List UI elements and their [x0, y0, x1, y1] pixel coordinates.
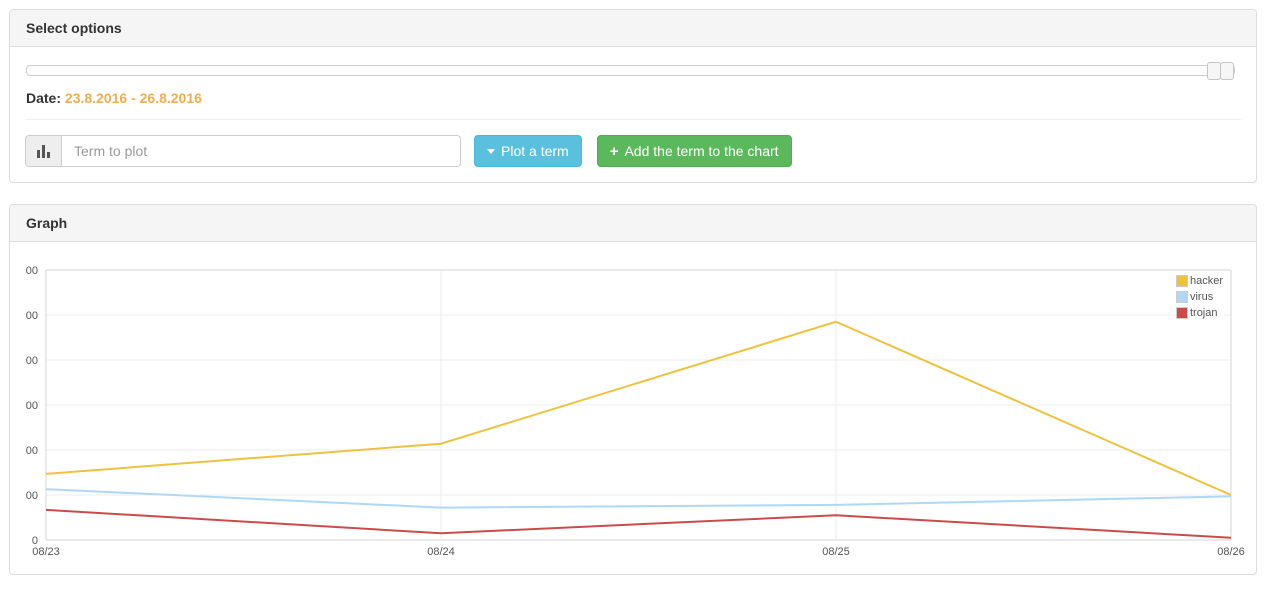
graph-panel: Graph 0 100 200 300 400 500 600 08/23 08/24 08/25… — [9, 204, 1257, 575]
add-term-button-label: Add the term to the chart — [624, 143, 779, 159]
plot-term-button[interactable]: Plot a term — [474, 135, 582, 167]
date-label: Date: — [26, 90, 62, 106]
legend-swatch-trojan — [1175, 307, 1188, 319]
legend-swatch-virus — [1175, 291, 1188, 303]
chart-legend: hacker virus trojan — [1175, 273, 1223, 321]
x-tick-label: 08/24 — [427, 546, 455, 558]
plot-term-button-label: Plot a term — [501, 143, 569, 159]
legend-swatch-hacker — [1175, 275, 1188, 287]
slider-handle-end[interactable] — [1220, 62, 1234, 80]
y-tick-label: 200 — [26, 445, 38, 457]
line-chart: 010020030040050060008/2308/2408/2508/26 … — [20, 257, 1246, 559]
select-options-header: Select options — [10, 10, 1256, 47]
series-line-trojan — [45, 508, 1232, 539]
plus-icon: + — [609, 142, 619, 160]
add-term-button[interactable]: + Add the term to the chart — [596, 135, 792, 167]
graph-header: Graph — [10, 205, 1256, 242]
caret-down-icon — [487, 148, 495, 154]
legend-label: virus — [1189, 291, 1214, 303]
y-tick-label: 600 — [26, 265, 38, 277]
x-tick-label: 08/26 — [1217, 546, 1245, 558]
x-tick-label: 08/25 — [822, 546, 850, 558]
y-tick-label: 100 — [26, 490, 38, 502]
graph-title: Graph — [26, 215, 68, 231]
date-range-slider[interactable] — [26, 62, 1235, 80]
legend-label: trojan — [1189, 307, 1218, 319]
term-input-group — [25, 135, 461, 167]
select-options-body: Date: 23.8.2016 - 26.8.2016 Plot a term — [10, 47, 1256, 182]
divider — [25, 119, 1241, 120]
series-line-hacker — [45, 320, 1232, 496]
y-tick-label: 400 — [26, 355, 38, 367]
term-input[interactable] — [61, 135, 461, 167]
graph-body: 010020030040050060008/2308/2408/2508/26 … — [10, 242, 1256, 574]
legend-label: hacker — [1189, 275, 1223, 287]
y-tick-label: 500 — [26, 310, 38, 322]
legend-item-trojan: trojan — [1175, 305, 1223, 321]
y-tick-label: 0 — [32, 535, 38, 547]
date-range-value: 23.8.2016 - 26.8.2016 — [64, 90, 202, 106]
legend-item-virus: virus — [1175, 289, 1223, 305]
select-options-title: Select options — [26, 20, 122, 36]
x-tick-label: 08/23 — [32, 546, 60, 558]
date-line: Date: 23.8.2016 - 26.8.2016 — [26, 90, 1241, 106]
y-tick-label: 300 — [26, 400, 38, 412]
slider-handle-start[interactable] — [1207, 62, 1221, 80]
chart-canvas: 0 100 200 300 400 500 600 08/23 08/24 08/25 08/26 — [20, 265, 1245, 558]
term-form: Plot a term + Add the term to the chart — [25, 135, 1241, 167]
bar-chart-icon — [37, 144, 50, 158]
series-line-virus — [45, 488, 1232, 509]
legend-item-hacker: hacker — [1175, 273, 1223, 289]
select-options-panel: Select options Date: 23.8.2016 - 26.8.20… — [9, 9, 1257, 183]
term-input-addon — [25, 135, 61, 167]
